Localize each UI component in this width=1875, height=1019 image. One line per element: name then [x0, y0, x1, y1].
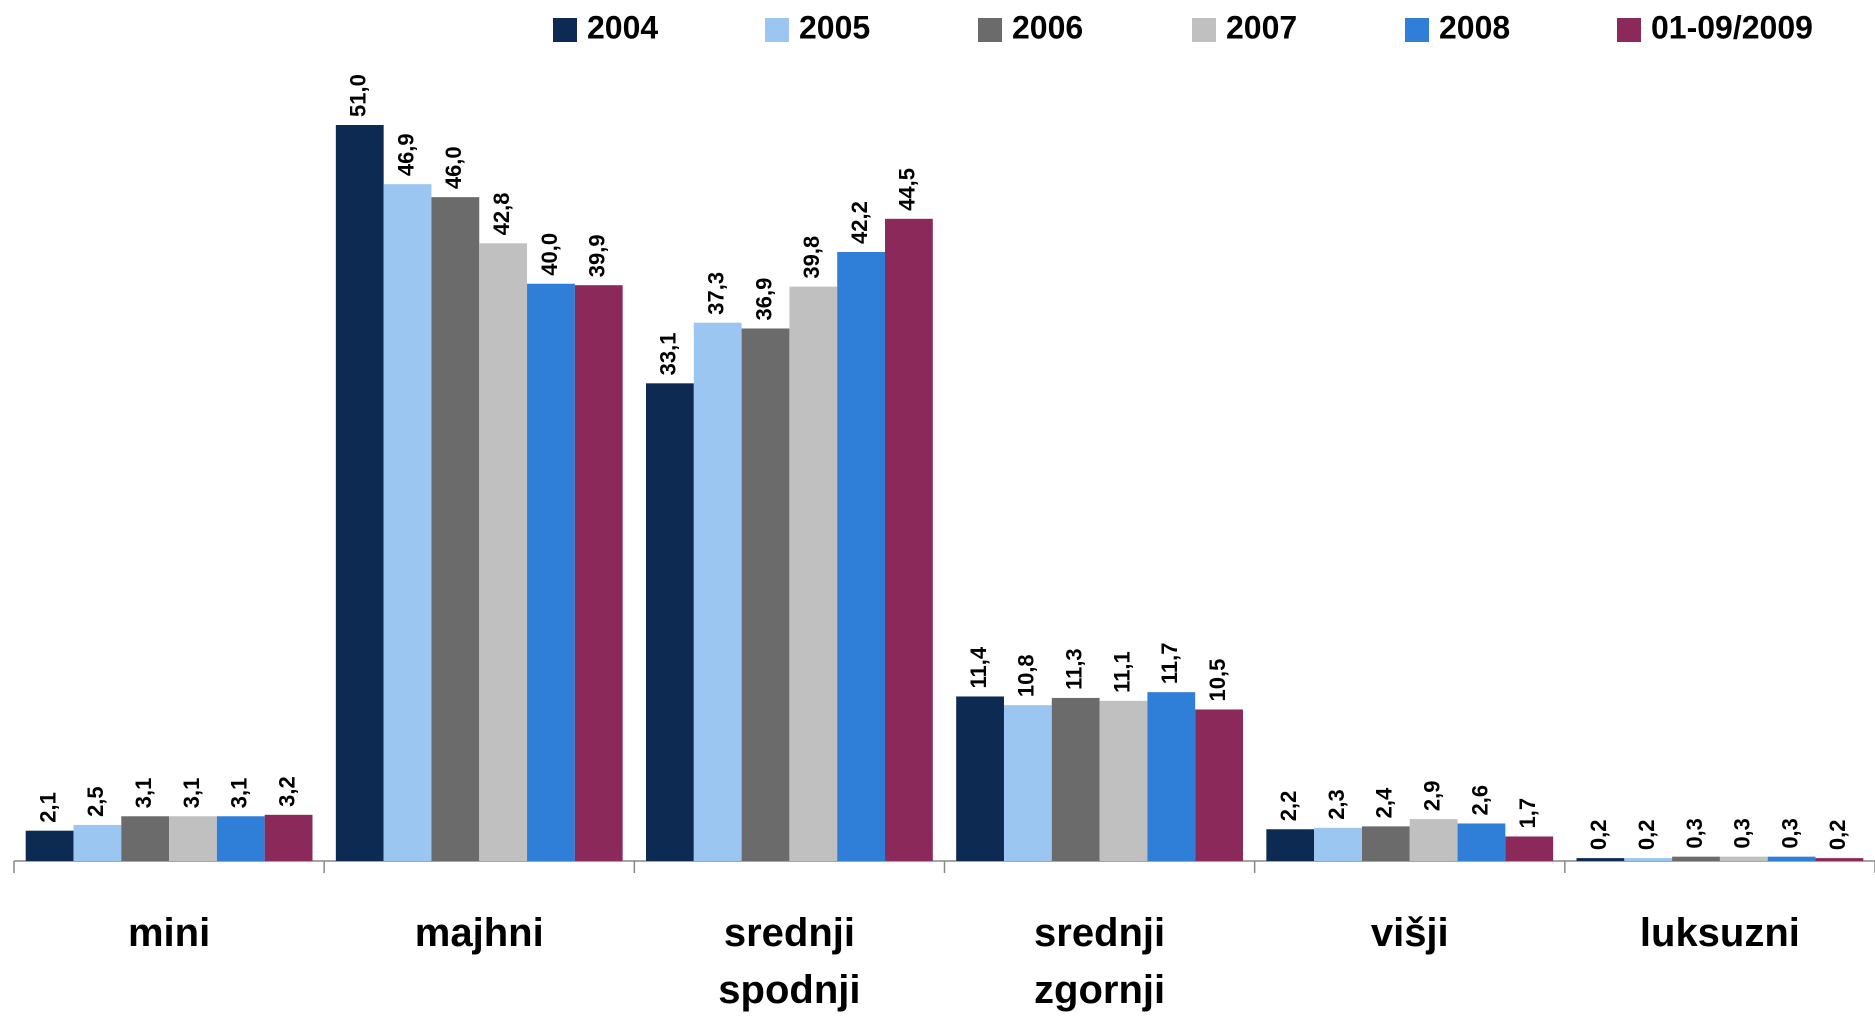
data-label: 0,2: [1634, 820, 1659, 851]
data-label: 39,9: [585, 234, 610, 277]
bar: [264, 814, 313, 861]
data-label: 36,9: [751, 278, 776, 321]
bar: [574, 285, 623, 861]
data-label: 3,1: [179, 778, 204, 809]
data-label: 11,1: [1109, 651, 1134, 693]
data-label: 3,2: [274, 776, 299, 807]
bar: [25, 830, 74, 861]
bar: [885, 218, 933, 861]
data-label: 2,2: [1276, 791, 1301, 822]
bar: [1767, 856, 1816, 861]
bar: [789, 286, 838, 862]
bar: [527, 283, 575, 861]
bar: [1815, 858, 1864, 861]
data-label: 2,5: [83, 786, 108, 817]
bar: [956, 696, 1004, 861]
bar: [335, 125, 384, 861]
data-label: 39,8: [799, 236, 824, 279]
data-label: 11,7: [1157, 643, 1182, 685]
bar: [1266, 829, 1315, 861]
data-label: 0,3: [1682, 818, 1707, 849]
data-label: 42,8: [489, 193, 514, 236]
data-label: 3,1: [227, 778, 252, 809]
data-label: 37,3: [704, 272, 729, 315]
bar: [216, 816, 265, 861]
legend-label: 2008: [1439, 9, 1510, 45]
data-label: 10,8: [1014, 654, 1039, 697]
data-label: 2,4: [1372, 787, 1397, 818]
data-label: 11,3: [1061, 648, 1086, 690]
data-label: 10,5: [1205, 659, 1230, 702]
legend-label: 01-09/2009: [1651, 9, 1813, 45]
bar: [1409, 819, 1458, 861]
legend-swatch: [1405, 18, 1429, 42]
data-label: 0,2: [1586, 820, 1611, 851]
bar: [169, 816, 217, 861]
data-label: 51,0: [346, 74, 371, 117]
data-label: 2,6: [1467, 785, 1492, 816]
bar: [1003, 705, 1052, 861]
data-label: 3,1: [131, 778, 156, 809]
bar: [837, 251, 886, 861]
bar: [1361, 826, 1410, 861]
data-label: 40,0: [537, 233, 562, 276]
data-label: 2,3: [1324, 789, 1349, 820]
bar: [1719, 856, 1768, 861]
bar: [479, 243, 528, 861]
data-label: 2,1: [35, 792, 60, 823]
bar: [646, 383, 694, 861]
x-tick-label: srednji spodnji: [718, 911, 861, 1012]
legend-label: 2005: [799, 9, 870, 45]
bar: [1457, 823, 1506, 861]
data-label: 33,1: [656, 332, 681, 375]
data-label: 11,4: [966, 646, 991, 688]
data-label: 0,2: [1825, 820, 1850, 851]
data-label: 0,3: [1777, 818, 1802, 849]
data-label: 44,5: [895, 168, 920, 211]
bar: [1576, 858, 1625, 861]
data-label: 0,3: [1730, 818, 1755, 849]
legend-label: 2006: [1012, 9, 1083, 45]
bar: [383, 184, 432, 861]
x-tick-label: luksuzni: [1639, 911, 1800, 955]
bar: [1051, 697, 1100, 861]
bar: [1672, 856, 1720, 861]
data-label: 46,9: [393, 133, 418, 176]
data-label: 42,2: [847, 201, 872, 244]
bar: [1314, 827, 1362, 861]
legend-swatch: [1617, 18, 1641, 42]
bar: [1099, 700, 1148, 861]
x-tick-label: srednji zgornji: [1034, 911, 1166, 1012]
bar: [1195, 709, 1243, 861]
legend-swatch: [1192, 18, 1216, 42]
legend-swatch: [765, 18, 789, 42]
x-tick-label: majhni: [414, 911, 544, 955]
bar: [741, 328, 790, 861]
bar: [1505, 836, 1554, 861]
legend-label: 2007: [1226, 9, 1297, 45]
x-tick-label: višji: [1370, 911, 1449, 955]
legend-swatch: [978, 18, 1002, 42]
legend-swatch: [553, 18, 577, 42]
bar: [121, 816, 170, 861]
bar: [693, 322, 742, 861]
bar: [1624, 858, 1673, 861]
x-tick-label: mini: [127, 911, 211, 955]
bar: [431, 197, 480, 861]
data-label: 2,9: [1419, 781, 1444, 812]
bar: [1147, 692, 1196, 861]
data-label: 46,0: [441, 146, 466, 189]
data-label: 1,7: [1515, 798, 1540, 829]
bar: [73, 824, 122, 861]
legend-label: 2004: [587, 9, 658, 45]
